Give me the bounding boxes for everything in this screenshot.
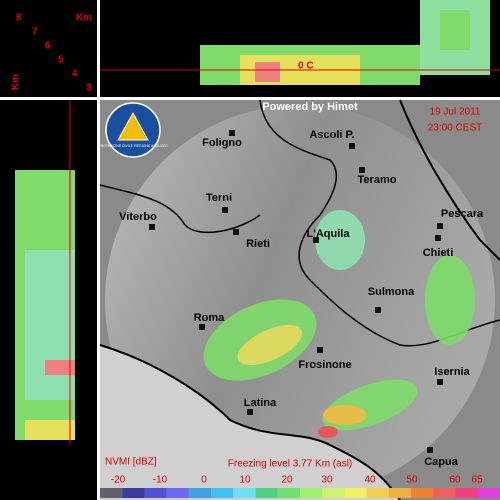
echo [25, 250, 75, 400]
city-marker [359, 167, 365, 173]
map: PROTEZIONE CIVILE REGIONE ABRUZZO [98, 99, 500, 500]
height-label: 8 [16, 13, 22, 24]
time: 23:00 CEST [428, 123, 482, 134]
scale-label: 30 [321, 475, 333, 486]
logo-triangle [117, 111, 149, 141]
product-label: NVMI [dBZ] [105, 457, 157, 468]
city-marker [437, 379, 443, 385]
city-label: L'Aquila [307, 228, 351, 240]
city-label: Teramo [358, 174, 397, 186]
city-label: Rieti [246, 238, 270, 250]
height-label: 3 [86, 83, 92, 94]
city-marker [247, 409, 253, 415]
colorbar-cell [100, 488, 123, 498]
colorbar-cell [233, 488, 256, 498]
echo [237, 324, 303, 366]
colorbar-cell [277, 488, 300, 498]
colorbar-cell [211, 488, 234, 498]
scale-label: 0 [201, 475, 207, 486]
colorbar-cell [144, 488, 167, 498]
city-marker [233, 229, 239, 235]
colorbar-cell [255, 488, 278, 498]
scale-label: 10 [239, 475, 251, 486]
city-label: Ascoli P. [309, 129, 354, 141]
colorbar-cell [433, 488, 456, 498]
city-marker [375, 307, 381, 313]
precipitation [203, 210, 475, 438]
city-marker [435, 235, 441, 241]
scale-label: 40 [364, 475, 376, 486]
city-label: Frosinone [298, 359, 351, 371]
colorbar-cell [166, 488, 189, 498]
city-label: Roma [194, 312, 225, 324]
scale-label: 60 [449, 475, 461, 486]
freezing-marker: 0 C [298, 61, 314, 72]
city-label: Pescara [441, 208, 484, 220]
scale-label: 50 [406, 475, 418, 486]
city-marker [437, 223, 443, 229]
city-label: Latina [244, 397, 277, 409]
colorbar: -20 -10 0 10 20 30 40 50 60 65 [100, 475, 500, 498]
separator [97, 0, 100, 500]
colorbar-cell [388, 488, 412, 498]
echo [318, 426, 338, 438]
colorbar-cell [344, 488, 367, 498]
sea [100, 345, 400, 500]
echo [255, 62, 280, 82]
colorbar-cell [300, 488, 323, 498]
city-marker [317, 347, 323, 353]
echo [440, 10, 470, 50]
city-marker [229, 130, 235, 136]
city-label: Chieti [423, 247, 454, 259]
echo [45, 360, 75, 375]
border [259, 99, 500, 347]
scale-label: 20 [281, 475, 293, 486]
colorbar-cell [366, 488, 389, 498]
city-label: Capua [424, 456, 459, 468]
separator [0, 97, 500, 100]
date: 19 Jul 2011 [430, 107, 481, 118]
height-label: 6 [45, 41, 51, 52]
city-marker [199, 324, 205, 330]
city-label: Terni [206, 192, 232, 204]
cross-section-top [100, 0, 500, 85]
colorbar-cell [477, 488, 500, 498]
height-label: 4 [72, 69, 78, 80]
scale-label: 65 [471, 475, 483, 486]
freezing-level: Freezing level 3.77 Km (asl) [228, 459, 353, 470]
echo [25, 420, 75, 440]
border [99, 184, 261, 234]
city-marker [149, 224, 155, 230]
city-label: Foligno [202, 137, 242, 149]
city-label: Isernia [434, 366, 470, 378]
colorbar-cell [122, 488, 145, 498]
echo [315, 210, 365, 270]
colorbar-cell [322, 488, 345, 498]
logo-text: PROTEZIONE CIVILE REGIONE ABRUZZO [98, 144, 168, 148]
coastline [399, 99, 500, 261]
unit-label: Km [11, 74, 22, 90]
colorbar-cell [455, 488, 478, 498]
city-label: Viterbo [119, 211, 157, 223]
colorbar-cell [411, 488, 434, 498]
unit-label: Km [76, 13, 92, 24]
scale-label: -10 [153, 475, 168, 486]
echo [323, 405, 367, 425]
scale-label: -20 [111, 475, 126, 486]
echo [425, 255, 475, 345]
city-marker [349, 143, 355, 149]
city-marker [427, 447, 433, 453]
colorbar-cell [188, 488, 212, 498]
cross-section-left [15, 100, 75, 445]
city-marker [313, 237, 319, 243]
city-marker [222, 207, 228, 213]
city-label: Sulmona [368, 286, 415, 298]
height-label: 7 [32, 27, 38, 38]
height-label: 5 [58, 55, 64, 66]
credit: Powered by Himet [262, 101, 358, 113]
coastline [99, 344, 401, 500]
